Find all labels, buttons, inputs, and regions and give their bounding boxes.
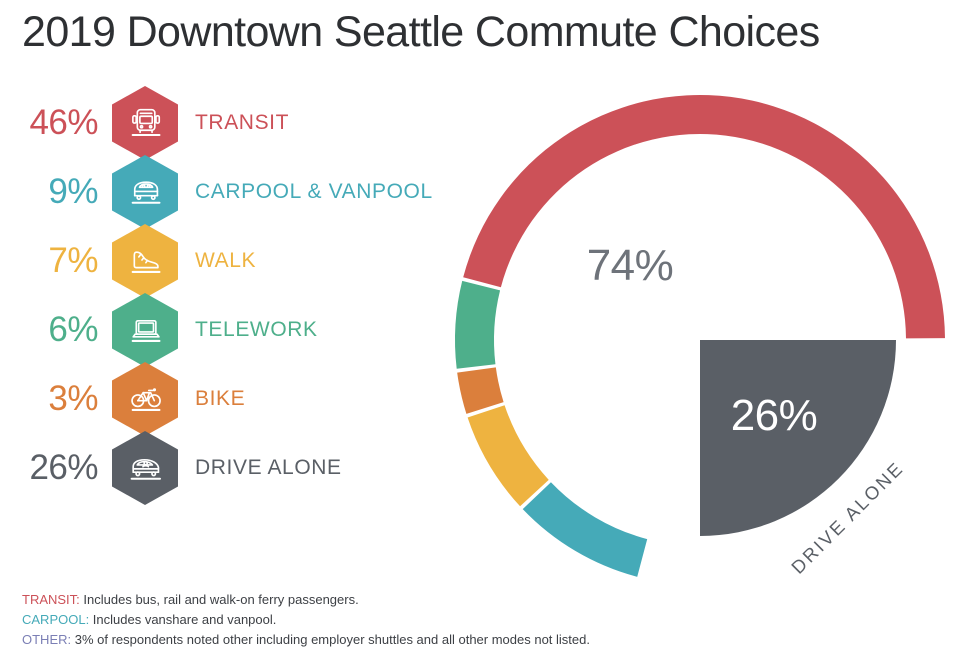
footnotes-block: TRANSIT: Includes bus, rail and walk-on … xyxy=(22,590,590,650)
bicycle-icon xyxy=(131,387,161,411)
legend-label: BIKE xyxy=(195,386,246,410)
hexagon-shape xyxy=(112,430,178,505)
hexagon-shape xyxy=(112,361,178,436)
hexagon-shape xyxy=(112,223,178,298)
hexagon-shape xyxy=(112,292,178,367)
legend-hexagon-badge xyxy=(112,85,178,160)
ring-segment-telework xyxy=(455,280,501,369)
ring-segment-bike xyxy=(457,367,504,414)
legend-percent: 6% xyxy=(48,310,98,349)
hexagon-shape xyxy=(112,85,178,160)
legend-item-transit[interactable]: 46% TRANSIT xyxy=(0,85,460,160)
footnote-text: Includes vanshare and vanpool. xyxy=(89,612,277,627)
hexagon-shape xyxy=(112,154,178,229)
legend-hexagon-badge xyxy=(112,292,178,367)
footnote-key: OTHER: xyxy=(22,632,72,647)
legend-item-walk[interactable]: 7% WALK xyxy=(0,223,460,298)
footnote-text: Includes bus, rail and walk-on ferry pas… xyxy=(79,592,359,607)
car-driver-icon xyxy=(130,458,162,480)
legend-percent: 26% xyxy=(29,448,98,487)
legend-percent: 9% xyxy=(48,172,98,211)
walking-shoe-icon xyxy=(131,250,161,273)
legend-label: DRIVE ALONE xyxy=(195,455,342,479)
page-title: 2019 Downtown Seattle Commute Choices xyxy=(22,8,820,56)
pie-label-74: 74% xyxy=(587,241,674,290)
footnote-row: TRANSIT: Includes bus, rail and walk-on … xyxy=(22,590,590,610)
ring-segment-transit xyxy=(463,95,945,339)
commute-donut-chart: 74% 26% DRIVE ALONE xyxy=(430,68,980,618)
legend-item-telework[interactable]: 6% TELEWORK xyxy=(0,292,460,367)
legend-hexagon-badge xyxy=(112,430,178,505)
ring-segment-walk xyxy=(467,405,549,507)
pie-slice-drive-alone xyxy=(700,340,896,536)
laptop-icon xyxy=(131,319,161,342)
carpool-car-icon xyxy=(131,180,161,204)
pie-label-26: 26% xyxy=(731,391,818,440)
legend-list: 46% TRANSIT 9% CARPOOL & VANPOOL 7% WALK 6% TEL… xyxy=(0,85,460,505)
legend-percent: 3% xyxy=(48,379,98,418)
legend-item-carpool-vanpool[interactable]: 9% CARPOOL & VANPOOL xyxy=(0,154,460,229)
legend-label: WALK xyxy=(195,248,257,272)
donut-chart-svg: 74%26%DRIVE ALONE xyxy=(455,95,945,578)
footnote-key: TRANSIT: xyxy=(22,592,80,607)
legend-hexagon-badge xyxy=(112,223,178,298)
legend-item-bike[interactable]: 3% BIKE xyxy=(0,361,460,436)
ring-segment-carpool-vanpool xyxy=(522,482,648,577)
legend-label: TELEWORK xyxy=(195,317,318,341)
footnote-text: 3% of respondents noted other including … xyxy=(71,632,590,647)
footnote-row: OTHER: 3% of respondents noted other inc… xyxy=(22,630,590,650)
footnote-key: CARPOOL: xyxy=(22,612,90,627)
legend-label: CARPOOL & VANPOOL xyxy=(195,179,433,203)
legend-hexagon-badge xyxy=(112,154,178,229)
legend-percent: 7% xyxy=(48,241,98,280)
legend-percent: 46% xyxy=(29,103,98,142)
bus-icon xyxy=(131,108,161,136)
legend-hexagon-badge xyxy=(112,361,178,436)
footnote-row: CARPOOL: Includes vanshare and vanpool. xyxy=(22,610,590,630)
legend-label: TRANSIT xyxy=(195,110,290,134)
legend-item-drive-alone[interactable]: 26% DRIVE ALONE xyxy=(0,430,460,505)
